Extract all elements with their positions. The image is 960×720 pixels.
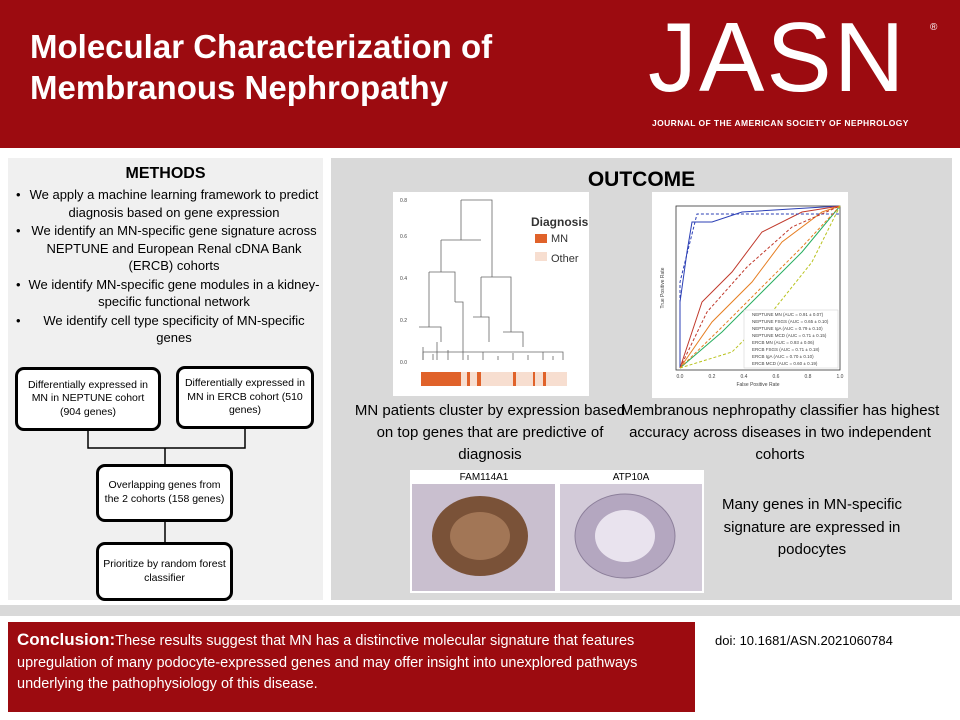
- roc-legend-entry: ERCB FSGS (AUC = 0.71 ± 0.18): [752, 347, 820, 352]
- roc-tick: 1.0: [837, 374, 844, 380]
- figure-bg: [393, 192, 589, 396]
- title: Molecular Characterization of Membranous…: [30, 26, 492, 109]
- roc-legend-entry: ERCB IgA (AUC = 0.70 ± 0.10): [752, 354, 814, 359]
- conclusion: Conclusion:These results suggest that MN…: [17, 628, 687, 695]
- roc-tick: 0.0: [677, 374, 684, 380]
- dendro-tick: 0.8: [400, 198, 407, 204]
- conclusion-box: [8, 622, 695, 712]
- roc-figure: NEPTUNE MN (AUC = 0.91 ± 0.07) NEPTUNE F…: [652, 192, 848, 398]
- mn-stripes: [421, 372, 546, 386]
- flow-connectors: [87, 428, 246, 543]
- legend-title: Diagnosis: [531, 215, 589, 229]
- roc-legend-entry: NEPTUNE MCD (AUC = 0.71 ± 0.15): [752, 333, 827, 338]
- roc-tick: 0.6: [773, 374, 780, 380]
- plot-frame: [675, 205, 841, 371]
- legend-label: Other: [551, 253, 579, 265]
- logo: JASN: [648, 2, 907, 112]
- roc-legend-entry: NEPTUNE MN (AUC = 0.91 ± 0.07): [752, 312, 824, 317]
- dendro-tick: 0.0: [400, 360, 407, 366]
- conclusion-label: Conclusion:: [17, 630, 116, 649]
- histology-label: FAM114A1: [460, 472, 509, 483]
- roc-legend-entry: NEPTUNE IgA (AUC = 0.79 ± 0.10): [752, 326, 823, 331]
- dendrogram-figure: 0.0 0.2 0.4 0.6 0.8 Diagnosis MN Other: [393, 192, 589, 396]
- dendrogram: [419, 199, 564, 360]
- header: [0, 0, 960, 148]
- methods-heading: METHODS: [125, 165, 206, 182]
- roc-tick: 0.8: [805, 374, 812, 380]
- dendro-tick: 0.2: [400, 318, 407, 324]
- bullet: We apply a machine learning framework to…: [14, 186, 320, 221]
- title-line: Membranous Nephropathy: [30, 69, 449, 107]
- roc-legend: NEPTUNE MN (AUC = 0.91 ± 0.07) NEPTUNE F…: [743, 309, 839, 369]
- glomerulus-core: [595, 510, 655, 562]
- legend-swatch: [535, 252, 547, 261]
- journal-name: JOURNAL OF THE AMERICAN SOCIETY OF NEPHR…: [652, 118, 909, 128]
- flow-box: Differentially expressed in MN in ERCB c…: [176, 366, 314, 429]
- conclusion-text: These results suggest that MN has a dist…: [17, 633, 638, 692]
- roc-tick: 0.2: [709, 374, 716, 380]
- legend-label: MN: [551, 233, 568, 245]
- caption: Many genes in MN-specific signature are …: [721, 496, 903, 558]
- histology-figure: FAM114A1 ATP10A: [410, 470, 704, 593]
- registered-mark: ®: [930, 22, 938, 33]
- caption: MN patients cluster by expression based …: [354, 402, 626, 463]
- bullet: We identify cell type specificity of MN-…: [14, 312, 320, 347]
- bullet: We identify an MN-specific gene signatur…: [14, 222, 320, 275]
- flow-box: Overlapping genes from the 2 cohorts (15…: [96, 464, 233, 522]
- roc-xlabel: False Positive Rate: [736, 382, 779, 388]
- outcome-heading: OUTCOME: [587, 168, 696, 191]
- bullet: We identify MN-specific gene modules in …: [14, 276, 320, 311]
- flow-box: Prioritize by random forest classifier: [96, 542, 233, 601]
- roc-ylabel: True Positive Rate: [660, 267, 666, 308]
- roc-legend-entry: ERCB MN (AUC = 0.93 ± 0.06): [752, 340, 815, 345]
- histology-label: ATP10A: [613, 472, 650, 483]
- connector: [87, 428, 246, 543]
- methods-list: We apply a machine learning framework to…: [14, 186, 320, 348]
- doi: doi: 10.1681/ASN.2021060784: [715, 633, 893, 648]
- dendro-tick: 0.6: [400, 234, 407, 240]
- caption: Membranous nephropathy classifier has hi…: [620, 402, 940, 463]
- dendro-tick: 0.4: [400, 276, 407, 282]
- roc-legend-entry: ERCB MCD (AUC = 0.60 ± 0.19): [752, 361, 818, 366]
- title-line: Molecular Characterization of: [30, 28, 493, 65]
- divider: [0, 605, 960, 616]
- roc-legend-entry: NEPTUNE FSGS (AUC = 0.65 ± 0.10): [752, 319, 829, 324]
- roc-curves: [679, 205, 841, 369]
- roc-tick: 0.4: [741, 374, 748, 380]
- glomerulus-core: [450, 512, 510, 560]
- flow-box: Differentially expressed in MN in NEPTUN…: [15, 367, 161, 431]
- legend-swatch: [535, 234, 547, 243]
